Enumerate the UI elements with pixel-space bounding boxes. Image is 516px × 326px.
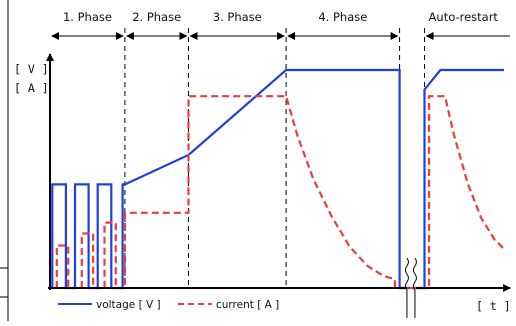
legend-label-current: current [ A ] (216, 299, 279, 311)
y-axis-label-current: [ A ] (14, 81, 49, 95)
series-layer (51, 68, 505, 290)
legend-label-voltage: voltage [ V ] (96, 299, 161, 311)
phase-label: 1. Phase (63, 10, 112, 24)
phase-label: 2. Phase (132, 10, 181, 24)
axis-layer (46, 53, 511, 318)
phase-label: 4. Phase (318, 10, 367, 24)
phase-layer: 1. Phase 2. Phase 3. Phase 4. Phase Auto-res… (51, 10, 510, 288)
series-line-voltage (51, 68, 504, 290)
series-line-current (55, 95, 505, 290)
y-axis-label-voltage: [ V ] (14, 62, 49, 76)
axis-break-mark (404, 257, 409, 318)
axis-break-mark (412, 257, 417, 318)
phase-label: 3. Phase (213, 10, 262, 24)
x-axis-label: [ t ] (476, 299, 511, 313)
legend: voltage [ V ] current [ A ] (58, 299, 279, 311)
phase-label-auto-restart: Auto-restart (429, 10, 499, 24)
